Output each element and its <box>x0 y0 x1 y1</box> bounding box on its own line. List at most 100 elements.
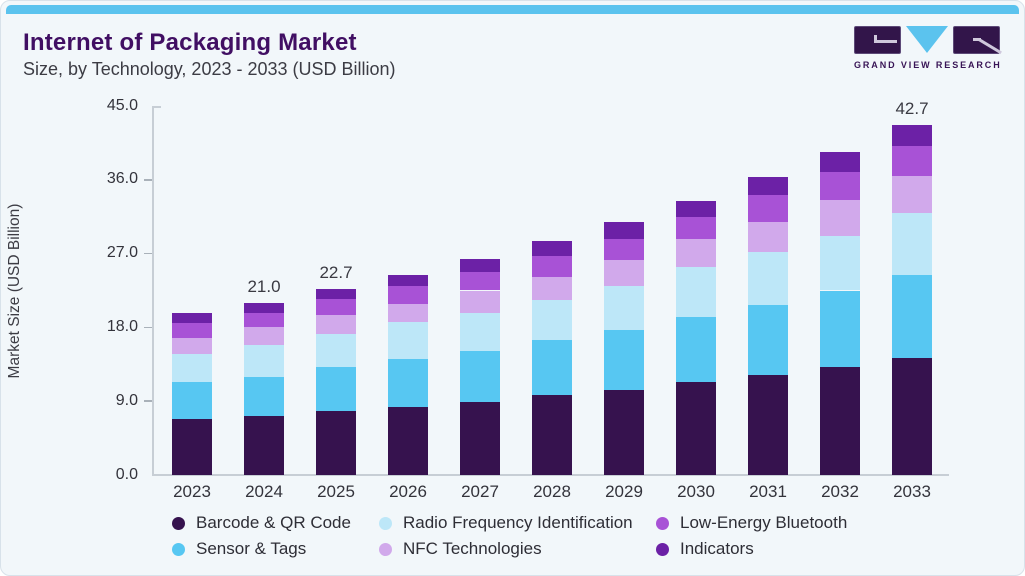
y-axis-top-cap <box>152 106 161 108</box>
bar-segment-2023-nfc-technologies <box>172 338 212 354</box>
bar-segment-2032-barcode-qr-code <box>820 366 860 475</box>
y-axis-line <box>152 106 154 475</box>
bar-segment-2030-indicators <box>676 201 716 217</box>
logo-r-block-icon <box>953 26 1002 54</box>
bar-segment-2027-indicators <box>460 259 500 273</box>
page-subtitle: Size, by Technology, 2023 - 2033 (USD Bi… <box>23 59 396 79</box>
bar-segment-2033-nfc-technologies <box>892 175 932 214</box>
bar-segment-2029-sensor-tags <box>604 329 644 390</box>
bar-segment-2024-barcode-qr-code <box>244 415 284 475</box>
y-tick-mark-36.0 <box>144 179 152 181</box>
bar-segment-2033-radio-frequency-identification <box>892 213 932 275</box>
bar-segment-2025-nfc-technologies <box>316 315 356 334</box>
bar-segment-2026-indicators <box>388 274 428 286</box>
bar-segment-2030-nfc-technologies <box>676 238 716 267</box>
bar-segment-2030-low-energy-bluetooth <box>676 216 716 239</box>
gvr-logo-icon <box>854 26 1002 54</box>
bar-segment-2029-barcode-qr-code <box>604 389 644 475</box>
bar-segment-2024-low-energy-bluetooth <box>244 312 284 328</box>
legend-label-barcode-qr-code: Barcode & QR Code <box>196 513 351 532</box>
legend-item-low-energy-bluetooth: Low-Energy Bluetooth <box>656 513 848 532</box>
bar-segment-2031-indicators <box>748 177 788 195</box>
bar-segment-2024-nfc-technologies <box>244 327 284 346</box>
y-tick-label-27.0: 27.0 <box>106 244 138 262</box>
bar-segment-2033-indicators <box>892 124 932 147</box>
indicators-color-dot-icon <box>656 542 669 556</box>
x-tick-label-2030: 2030 <box>677 482 715 501</box>
legend-label-indicators: Indicators <box>680 539 754 558</box>
legend-item-sensor-tags: Sensor & Tags <box>172 539 307 558</box>
bar-segment-2031-radio-frequency-identification <box>748 251 788 306</box>
bar-segment-2025-low-energy-bluetooth <box>316 298 356 316</box>
bar-segment-2024-indicators <box>244 302 284 313</box>
logo-v-triangle-icon <box>906 26 948 53</box>
y-tick-label-36.0: 36.0 <box>106 170 138 188</box>
legend-label-low-energy-bluetooth: Low-Energy Bluetooth <box>680 513 848 532</box>
y-tick-label-18.0: 18.0 <box>106 317 138 335</box>
y-tick-mark-18.0 <box>144 326 152 329</box>
x-tick-label-2023: 2023 <box>173 482 211 501</box>
bar-segment-2027-radio-frequency-identification <box>460 313 500 352</box>
bar-segment-2031-low-energy-bluetooth <box>748 194 788 222</box>
x-tick-label-2028: 2028 <box>533 482 571 501</box>
legend-label-sensor-tags: Sensor & Tags <box>196 539 307 558</box>
bar-segment-2031-nfc-technologies <box>748 221 788 252</box>
top-accent-bar <box>6 5 1019 14</box>
bar-segment-2026-nfc-technologies <box>388 303 428 323</box>
radio-frequency-identification-color-dot-icon <box>379 516 392 530</box>
bar-segment-2033-barcode-qr-code <box>892 357 932 475</box>
bar-segment-2026-barcode-qr-code <box>388 406 428 475</box>
legend-item-nfc-technologies: NFC Technologies <box>379 539 542 558</box>
y-tick-mark-27.0 <box>144 252 152 255</box>
bar-segment-2031-sensor-tags <box>748 305 788 375</box>
bar-segment-2027-nfc-technologies <box>460 290 500 314</box>
bar-segment-2025-indicators <box>316 288 356 299</box>
x-tick-label-2024: 2024 <box>245 482 283 501</box>
bar-segment-2026-low-energy-bluetooth <box>388 285 428 304</box>
bar-segment-2032-sensor-tags <box>820 290 860 367</box>
low-energy-bluetooth-color-dot-icon <box>656 516 669 530</box>
bar-segment-2029-radio-frequency-identification <box>604 285 644 330</box>
bar-segment-2028-barcode-qr-code <box>532 395 572 475</box>
bar-segment-2026-sensor-tags <box>388 359 428 407</box>
bar-segment-2028-low-energy-bluetooth <box>532 256 572 278</box>
x-tick-label-2029: 2029 <box>605 482 643 501</box>
bar-segment-2027-sensor-tags <box>460 351 500 402</box>
page-title: Internet of Packaging Market <box>23 29 357 56</box>
bar-total-label-2033: 42.7 <box>895 98 929 118</box>
y-tick-label-0.0: 0.0 <box>115 465 138 483</box>
legend-item-indicators: Indicators <box>656 539 754 558</box>
bar-segment-2025-sensor-tags <box>316 366 356 412</box>
bar-segment-2029-nfc-technologies <box>604 260 644 286</box>
bar-segment-2032-low-energy-bluetooth <box>820 171 860 201</box>
bar-segment-2029-low-energy-bluetooth <box>604 238 644 261</box>
bar-segment-2023-sensor-tags <box>172 381 212 420</box>
bar-segment-2027-barcode-qr-code <box>460 402 500 475</box>
bar-segment-2028-nfc-technologies <box>532 277 572 300</box>
bar-segment-2025-radio-frequency-identification <box>316 333 356 367</box>
bar-segment-2032-nfc-technologies <box>820 200 860 236</box>
sensor-tags-color-dot-icon <box>172 542 185 556</box>
legend-label-nfc-technologies: NFC Technologies <box>403 539 542 558</box>
bar-segment-2032-indicators <box>820 151 860 172</box>
bar-total-label-2024: 21.0 <box>247 276 281 296</box>
y-axis-title: Market Size (USD Billion) <box>6 203 23 379</box>
bar-segment-2030-radio-frequency-identification <box>676 266 716 317</box>
bar-segment-2031-barcode-qr-code <box>748 374 788 475</box>
bar-segment-2033-low-energy-bluetooth <box>892 146 932 176</box>
legend-item-barcode-qr-code: Barcode & QR Code <box>172 513 351 532</box>
bar-segment-2023-indicators <box>172 313 212 324</box>
bar-segment-2024-radio-frequency-identification <box>244 345 284 377</box>
bar-segment-2024-sensor-tags <box>244 376 284 416</box>
x-tick-label-2031: 2031 <box>749 482 787 501</box>
bar-segment-2027-low-energy-bluetooth <box>460 272 500 291</box>
x-tick-label-2033: 2033 <box>893 482 931 501</box>
x-tick-label-2032: 2032 <box>821 482 859 501</box>
bar-segment-2025-barcode-qr-code <box>316 411 356 475</box>
bar-segment-2023-barcode-qr-code <box>172 419 212 475</box>
y-tick-label-45.0: 45.0 <box>106 96 138 114</box>
bar-segment-2030-sensor-tags <box>676 316 716 383</box>
bar-total-label-2025: 22.7 <box>319 262 353 282</box>
barcode-qr-code-color-dot-icon <box>172 516 185 530</box>
